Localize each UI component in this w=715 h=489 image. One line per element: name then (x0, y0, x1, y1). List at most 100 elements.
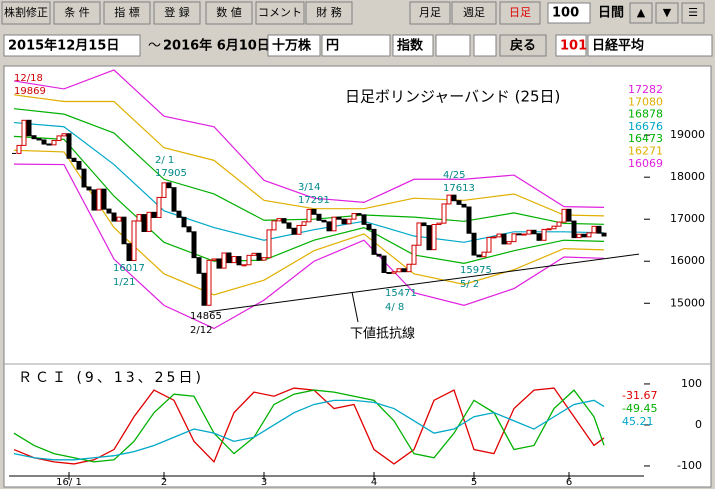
candle (146, 211, 152, 232)
toolbar-button[interactable] (305, 1, 353, 25)
candle (136, 214, 142, 222)
candle (76, 160, 82, 170)
x-tick-label: 3 (261, 477, 267, 488)
candle (366, 223, 372, 230)
annotation-date: 1/21 (113, 277, 135, 288)
candle (31, 135, 37, 140)
nav-button[interactable] (655, 2, 679, 24)
candle (171, 187, 177, 212)
candle (231, 256, 237, 264)
candle (576, 233, 582, 239)
candle (551, 225, 557, 230)
band-value-label: 17282 (628, 83, 663, 96)
annotation-date: 2/ 1 (155, 155, 174, 166)
nav-button[interactable] (681, 2, 705, 24)
band-line (13, 121, 605, 243)
candle (476, 254, 482, 258)
candle (346, 218, 352, 225)
candle (356, 213, 362, 216)
annotation-value: 14865 (190, 311, 222, 322)
candle (436, 222, 442, 225)
candle (251, 252, 257, 256)
candle (461, 203, 467, 208)
candle (426, 225, 432, 251)
period-select[interactable] (547, 2, 591, 24)
y-tick-label: 19000 (670, 128, 705, 141)
query-text: 2015年12月15日 (8, 38, 119, 54)
support-line (208, 253, 640, 313)
button-label: コメント (258, 6, 302, 19)
candle (566, 208, 572, 222)
toolbar-button[interactable] (205, 1, 253, 25)
toolbar-button[interactable] (1, 1, 51, 25)
candle (546, 228, 552, 231)
candle (601, 232, 607, 237)
candle (556, 221, 562, 227)
candle (36, 138, 42, 141)
annotation-value: 15975 (460, 265, 492, 276)
button-label: 数 値 (216, 6, 242, 19)
y-tick-label: 15000 (670, 296, 705, 309)
candle (196, 257, 202, 274)
annotation-value: 17613 (443, 183, 475, 194)
candle (121, 216, 127, 245)
toolbar-button[interactable] (255, 1, 305, 25)
candle (181, 216, 187, 228)
x-tick-label: 2 (161, 477, 167, 488)
toolbar-button[interactable] (409, 1, 451, 25)
toolbar-button[interactable] (451, 1, 497, 25)
candle (471, 232, 477, 256)
toolbar-button[interactable] (53, 1, 101, 25)
empty-field (473, 34, 497, 57)
nav-button[interactable] (629, 2, 653, 24)
nav-icon: ☰ (688, 6, 698, 19)
candle (126, 243, 132, 262)
x-tick-label: 5 (471, 477, 477, 488)
rci-tick-label: 100 (681, 377, 702, 390)
nav-icon: ▼ (663, 6, 672, 19)
candle (201, 272, 207, 306)
band-value-label: 16271 (628, 145, 663, 158)
candle (186, 226, 192, 233)
candle (316, 213, 322, 221)
candle (106, 208, 112, 214)
candle (301, 221, 307, 226)
annotation-value: 17291 (298, 195, 330, 206)
candle (506, 241, 512, 245)
band-value-label: 17080 (628, 95, 663, 108)
band-value-label: 16473 (628, 132, 663, 145)
candle (581, 233, 587, 238)
candle (341, 218, 347, 225)
query-field (321, 34, 391, 57)
button-label: 条 件 (64, 5, 90, 19)
candle (206, 259, 212, 306)
toolbar-button[interactable] (153, 1, 201, 25)
candle (586, 232, 592, 238)
annotation-date: 5/ 2 (460, 279, 479, 290)
candle (276, 218, 282, 222)
candle (406, 263, 412, 273)
band-line (13, 149, 605, 296)
candle (51, 139, 57, 146)
candle (101, 188, 107, 210)
band-value-label: 16069 (628, 157, 663, 170)
toolbar-button[interactable] (499, 1, 541, 25)
rci-tick-label: -100 (677, 459, 702, 472)
query-field[interactable] (499, 34, 547, 57)
candle (451, 194, 457, 202)
candle (226, 252, 232, 264)
candle (421, 222, 427, 227)
candle (66, 133, 72, 159)
annotation-value: 19869 (14, 86, 46, 97)
candle (21, 119, 27, 146)
candle (391, 271, 397, 274)
candle (176, 210, 182, 218)
candle (496, 233, 502, 238)
y-tick-label: 17000 (670, 212, 705, 225)
candle (246, 254, 252, 266)
band-line (13, 108, 605, 225)
candle (481, 251, 487, 258)
toolbar-button[interactable] (103, 1, 151, 25)
candle (286, 222, 292, 229)
band-line (13, 94, 605, 217)
